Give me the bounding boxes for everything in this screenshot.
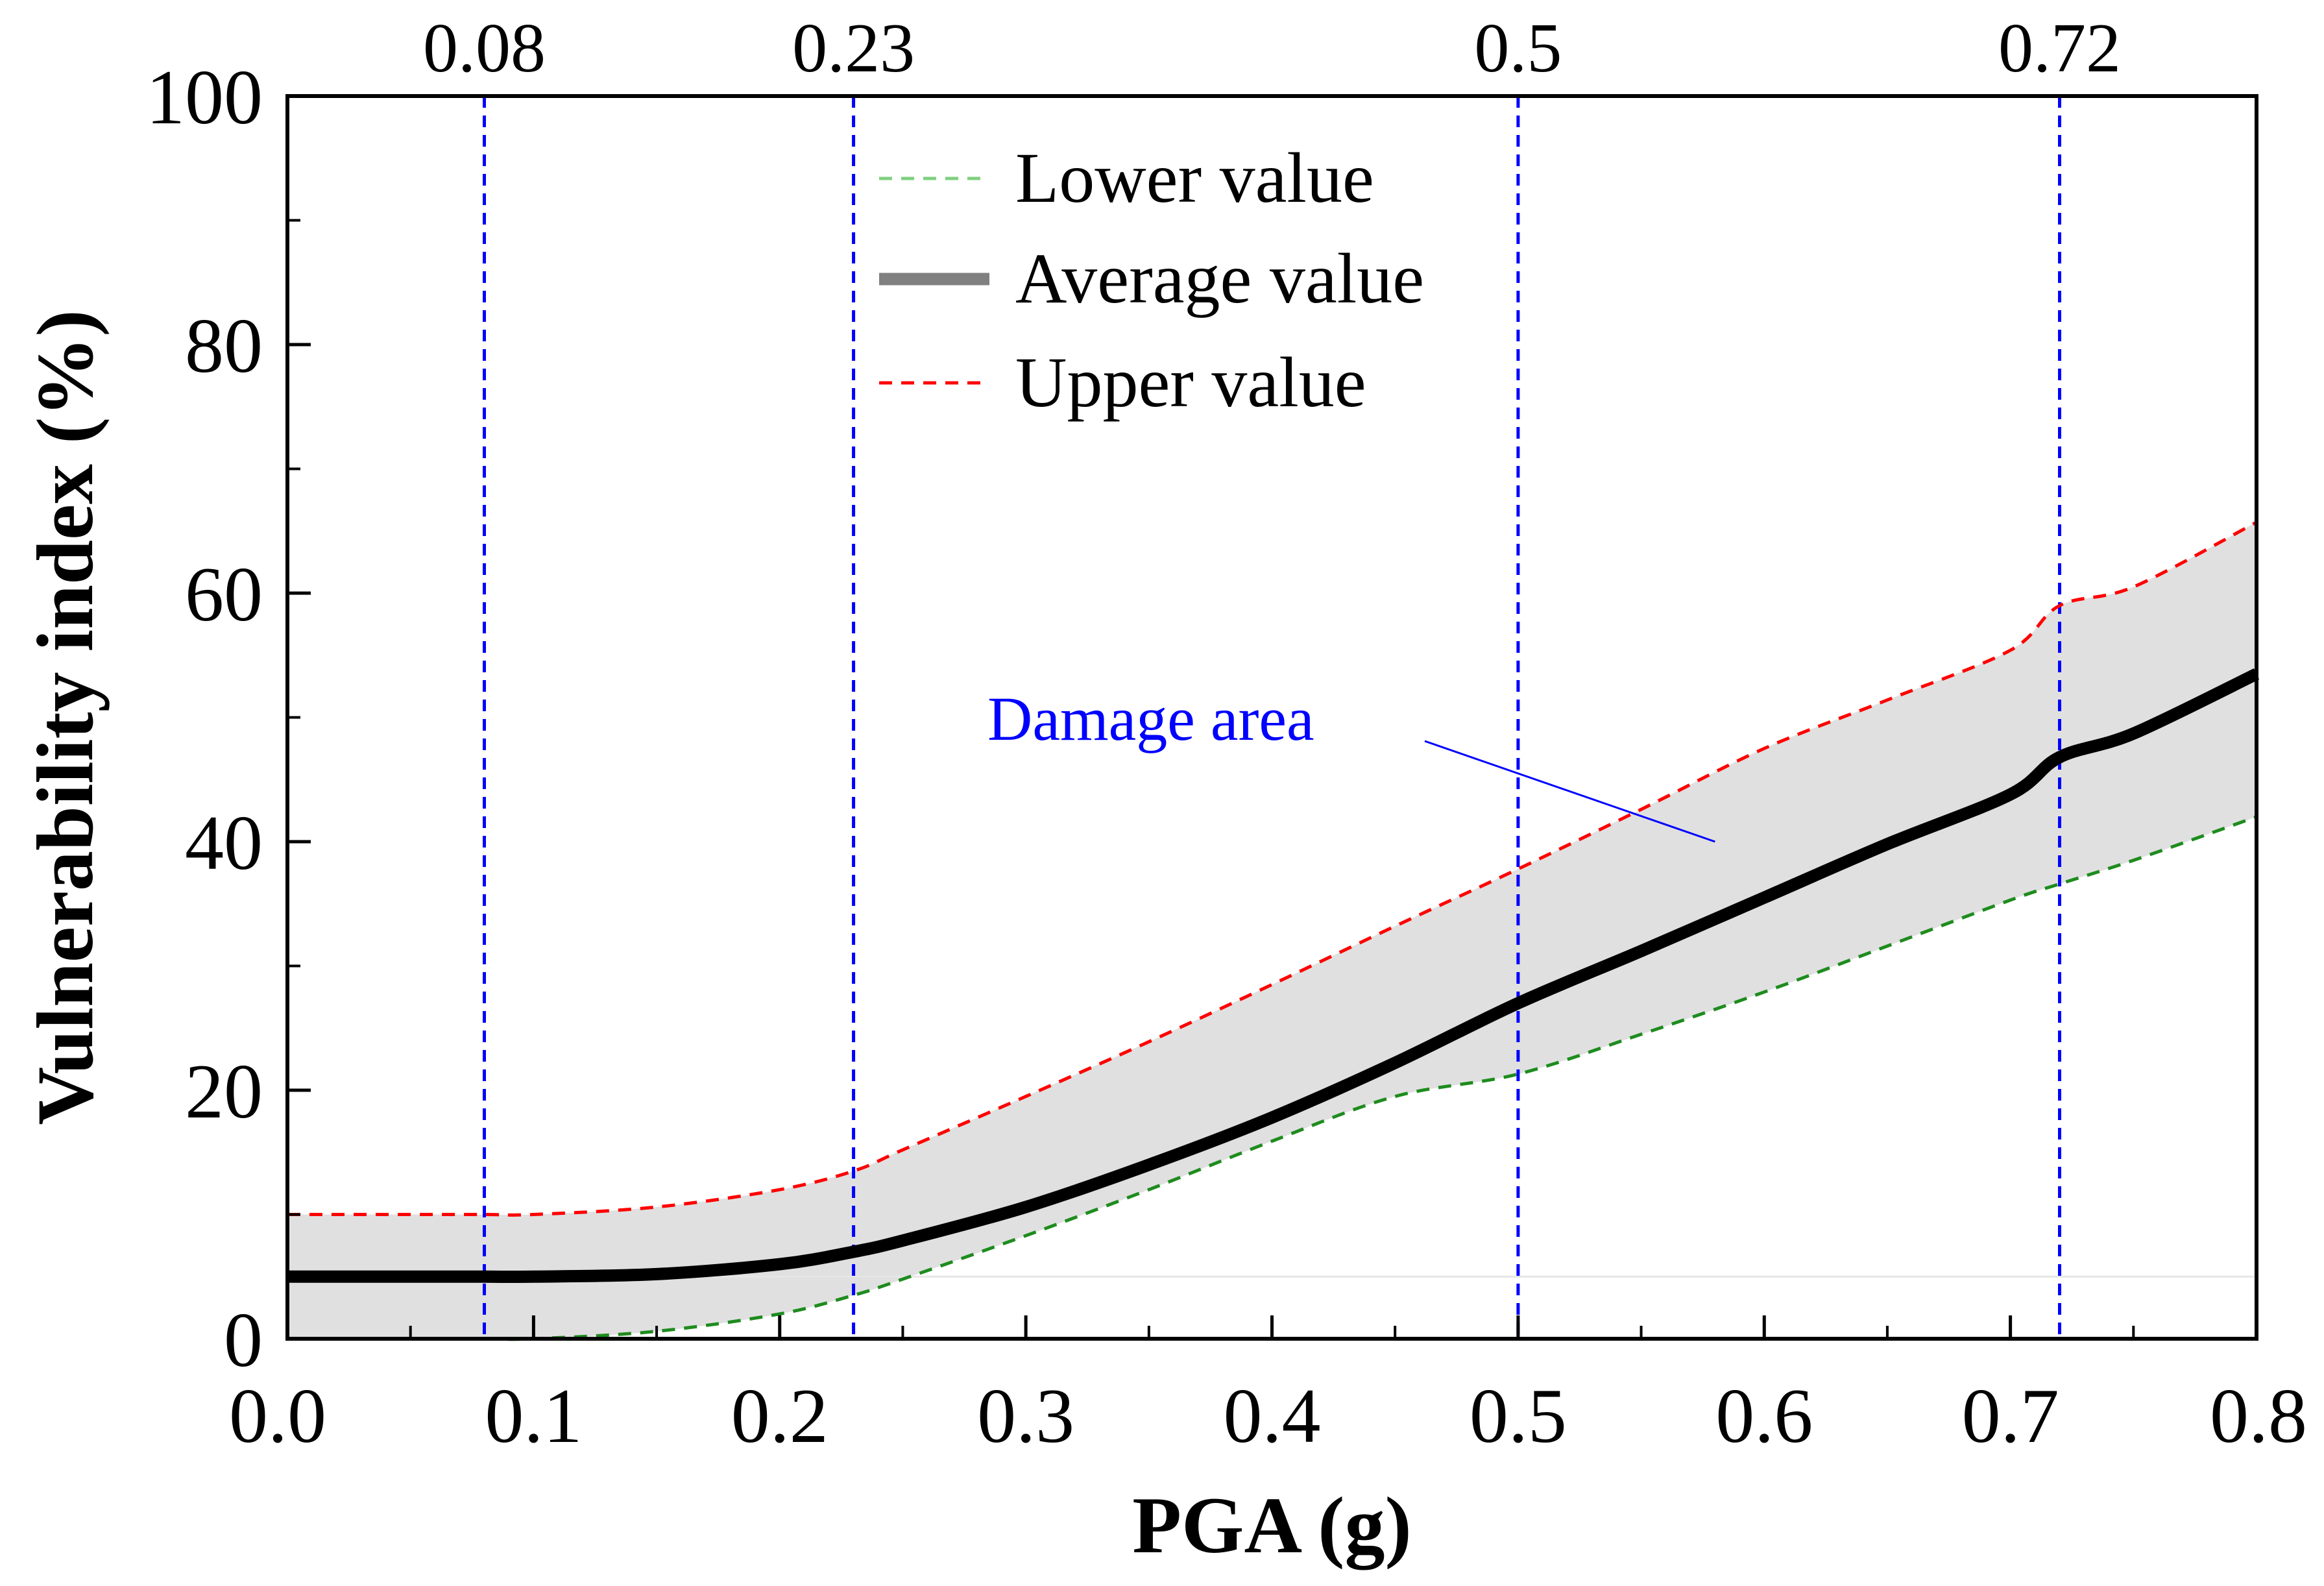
- y-axis-ticks: 0 20 40 60 80 100: [146, 54, 311, 1383]
- x-tick-label: 0.5: [1470, 1372, 1567, 1459]
- threshold-lines: 0.08 0.23 0.5 0.72: [423, 10, 2121, 1339]
- legend-label: Lower value: [1015, 138, 1374, 217]
- threshold-label: 0.08: [423, 10, 546, 87]
- y-tick-label: 20: [185, 1048, 263, 1134]
- annotation-pointer-line: [1424, 740, 1715, 843]
- annotation-damage-area: Damage area: [987, 684, 1314, 753]
- x-tick-label: 0.2: [731, 1372, 829, 1459]
- threshold-label: 0.23: [792, 10, 915, 87]
- y-tick-label: 0: [224, 1297, 263, 1383]
- y-tick-label: 80: [185, 302, 263, 389]
- x-tick-label: 0.8: [2210, 1372, 2307, 1459]
- x-axis-ticks: 0.0 0.1 0.2 0.3 0.4 0.5 0.6 0.7 0.8: [229, 1315, 2307, 1459]
- series-line-average: [287, 668, 2260, 1284]
- y-tick-label: 100: [146, 54, 263, 140]
- legend-label: Average value: [1015, 239, 1424, 318]
- threshold-label: 0.72: [1998, 10, 2121, 87]
- legend-label: Upper value: [1015, 343, 1366, 422]
- x-tick-label: 0.0: [229, 1372, 326, 1459]
- threshold-label: 0.5: [1474, 10, 1562, 87]
- x-tick-label: 0.4: [1224, 1372, 1321, 1459]
- series-line-lower: [287, 815, 2257, 1341]
- y-axis-label: Vulnerability index (%): [21, 310, 110, 1125]
- y-tick-label: 40: [185, 799, 263, 886]
- x-tick-label: 0.7: [1962, 1372, 2059, 1459]
- x-tick-label: 0.1: [485, 1372, 582, 1459]
- x-axis-label: PGA (g): [1132, 1481, 1412, 1570]
- series-lines: [287, 520, 2260, 1341]
- series-line-upper: [287, 520, 2258, 1217]
- y-tick-label: 60: [185, 551, 263, 637]
- x-tick-label: 0.6: [1715, 1372, 1813, 1459]
- damage-area-band: [287, 522, 2257, 1339]
- x-tick-label: 0.3: [977, 1372, 1074, 1459]
- legend: Lower value Average value Upper value: [879, 138, 1424, 422]
